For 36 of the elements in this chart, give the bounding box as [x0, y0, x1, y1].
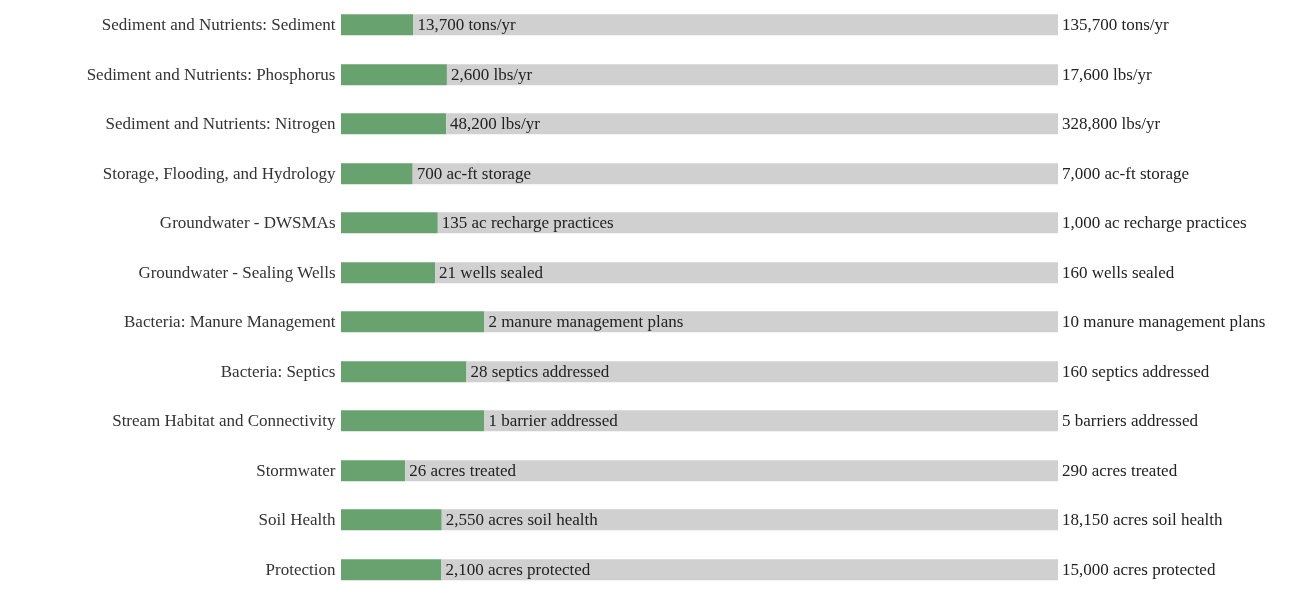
- y-tick-label: Soil Health: [258, 509, 336, 529]
- total-label: 10 manure management plans: [1062, 311, 1266, 331]
- y-tick-label: Stream Habitat and Connectivity: [112, 410, 336, 430]
- y-tick-label: Storage, Flooding, and Hydrology: [102, 163, 336, 183]
- y-tick-label: Sediment and Nutrients: Phosphorus: [86, 64, 336, 84]
- y-tick-label: Bacteria: Septics: [220, 361, 336, 381]
- total-label: 7,000 ac-ft storage: [1062, 163, 1189, 183]
- data-label: 2,600 lbs/yr: [450, 64, 533, 84]
- y-tick-label: Sediment and Nutrients: Nitrogen: [105, 113, 336, 133]
- data-label: 2 manure management plans: [488, 311, 684, 331]
- total-label: 18,150 acres soil health: [1062, 509, 1224, 529]
- y-tick-label: Groundwater - DWSMAs: [159, 212, 336, 232]
- data-label: 26 acres treated: [409, 460, 517, 480]
- data-label: 700 ac-ft storage: [416, 163, 531, 183]
- total-label: 290 acres treated: [1062, 460, 1178, 480]
- y-tick-label: Bacteria: Manure Management: [124, 311, 336, 331]
- data-label: 2,550 acres soil health: [445, 509, 599, 529]
- y-tick-label: Stormwater: [256, 460, 336, 480]
- data-label: 21 wells sealed: [439, 262, 544, 282]
- total-label: 160 wells sealed: [1062, 262, 1175, 282]
- data-label: 28 septics addressed: [470, 361, 610, 381]
- total-label: 17,600 lbs/yr: [1062, 64, 1153, 84]
- total-label: 1,000 ac recharge practices: [1062, 212, 1247, 232]
- y-tick-label: Protection: [265, 559, 336, 579]
- total-label: 15,000 acres protected: [1062, 559, 1216, 579]
- data-label: 2,100 acres protected: [445, 559, 591, 579]
- data-label: 13,700 tons/yr: [417, 14, 516, 34]
- total-label: 328,800 lbs/yr: [1062, 113, 1161, 133]
- total-label: 135,700 tons/yr: [1062, 14, 1170, 34]
- y-tick-label: Groundwater - Sealing Wells: [138, 262, 336, 282]
- total-label: 160 septics addressed: [1062, 361, 1210, 381]
- data-label: 1 barrier addressed: [488, 410, 619, 430]
- data-label: 135 ac recharge practices: [441, 212, 614, 232]
- data-label: 48,200 lbs/yr: [450, 113, 541, 133]
- y-tick-label: Sediment and Nutrients: Sediment: [101, 14, 336, 34]
- total-label: 5 barriers addressed: [1062, 410, 1199, 430]
